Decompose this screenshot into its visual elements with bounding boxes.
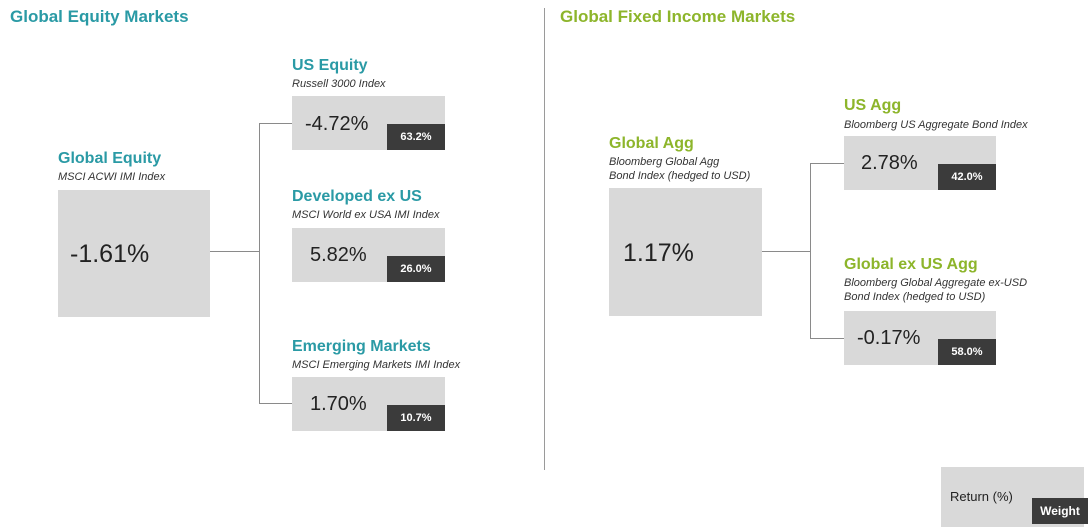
us-equity-title: US Equity [292,57,368,74]
fixed-income-section-title: Global Fixed Income Markets [560,7,796,26]
developed-ex-us-title: Developed ex US [292,188,422,205]
legend-return-label: Return (%) [950,489,1013,504]
emerging-markets-index: MSCI Emerging Markets IMI Index [292,359,461,371]
legend-box: Return (%) Weight [941,467,1088,527]
us-agg-weight: 42.0% [938,164,996,190]
developed-ex-us-weight: 26.0% [387,256,445,282]
global-ex-us-agg-title: Global ex US Agg [844,256,978,273]
equity-section-title: Global Equity Markets [10,7,189,26]
fi-connector-trunk [810,163,811,339]
developed-ex-us-return: 5.82% [310,244,367,266]
equity-connector-main [210,251,259,252]
emerging-markets-weight: 10.7% [387,405,445,431]
global-ex-us-agg-weight: 58.0% [938,339,996,365]
legend-weight-label: Weight [1032,498,1088,524]
global-agg-index-line2: Bond Index (hedged to USD) [609,170,751,182]
global-agg-title: Global Agg [609,135,694,152]
global-ex-us-agg-index-line1: Bloomberg Global Aggregate ex-USD [844,277,1028,289]
fi-connector-us-agg [810,163,844,164]
emerging-markets-return: 1.70% [310,393,367,415]
us-agg-index: Bloomberg US Aggregate Bond Index [844,119,1028,131]
equity-connector-em [259,403,292,404]
global-agg-return: 1.17% [623,239,694,267]
equity-connector-trunk [259,123,260,403]
global-equity-return-box: -1.61% [58,190,210,317]
us-equity-return-box: -4.72% 63.2% [292,96,445,150]
us-agg-return: 2.78% [861,152,918,174]
emerging-markets-title: Emerging Markets [292,338,431,355]
developed-ex-us-return-box: 5.82% 26.0% [292,228,445,282]
fi-connector-main [762,251,810,252]
global-equity-title: Global Equity [58,150,162,167]
global-agg-return-box: 1.17% [609,188,762,316]
us-equity-weight: 63.2% [387,124,445,150]
global-ex-us-agg-return: -0.17% [857,327,921,349]
global-equity-return: -1.61% [70,240,150,268]
developed-ex-us-index: MSCI World ex USA IMI Index [292,209,440,221]
fi-connector-global-ex-us [810,338,844,339]
global-ex-us-agg-index-line2: Bond Index (hedged to USD) [844,291,986,303]
emerging-markets-return-box: 1.70% 10.7% [292,377,445,431]
global-equity-index: MSCI ACWI IMI Index [58,171,166,183]
global-agg-index-line1: Bloomberg Global Agg [609,156,720,168]
us-agg-return-box: 2.78% 42.0% [844,136,996,190]
us-agg-title: US Agg [844,97,902,114]
section-divider [544,8,545,470]
global-ex-us-agg-return-box: -0.17% 58.0% [844,311,996,365]
us-equity-return: -4.72% [305,113,369,135]
us-equity-index: Russell 3000 Index [292,78,386,90]
equity-connector-us [259,123,292,124]
